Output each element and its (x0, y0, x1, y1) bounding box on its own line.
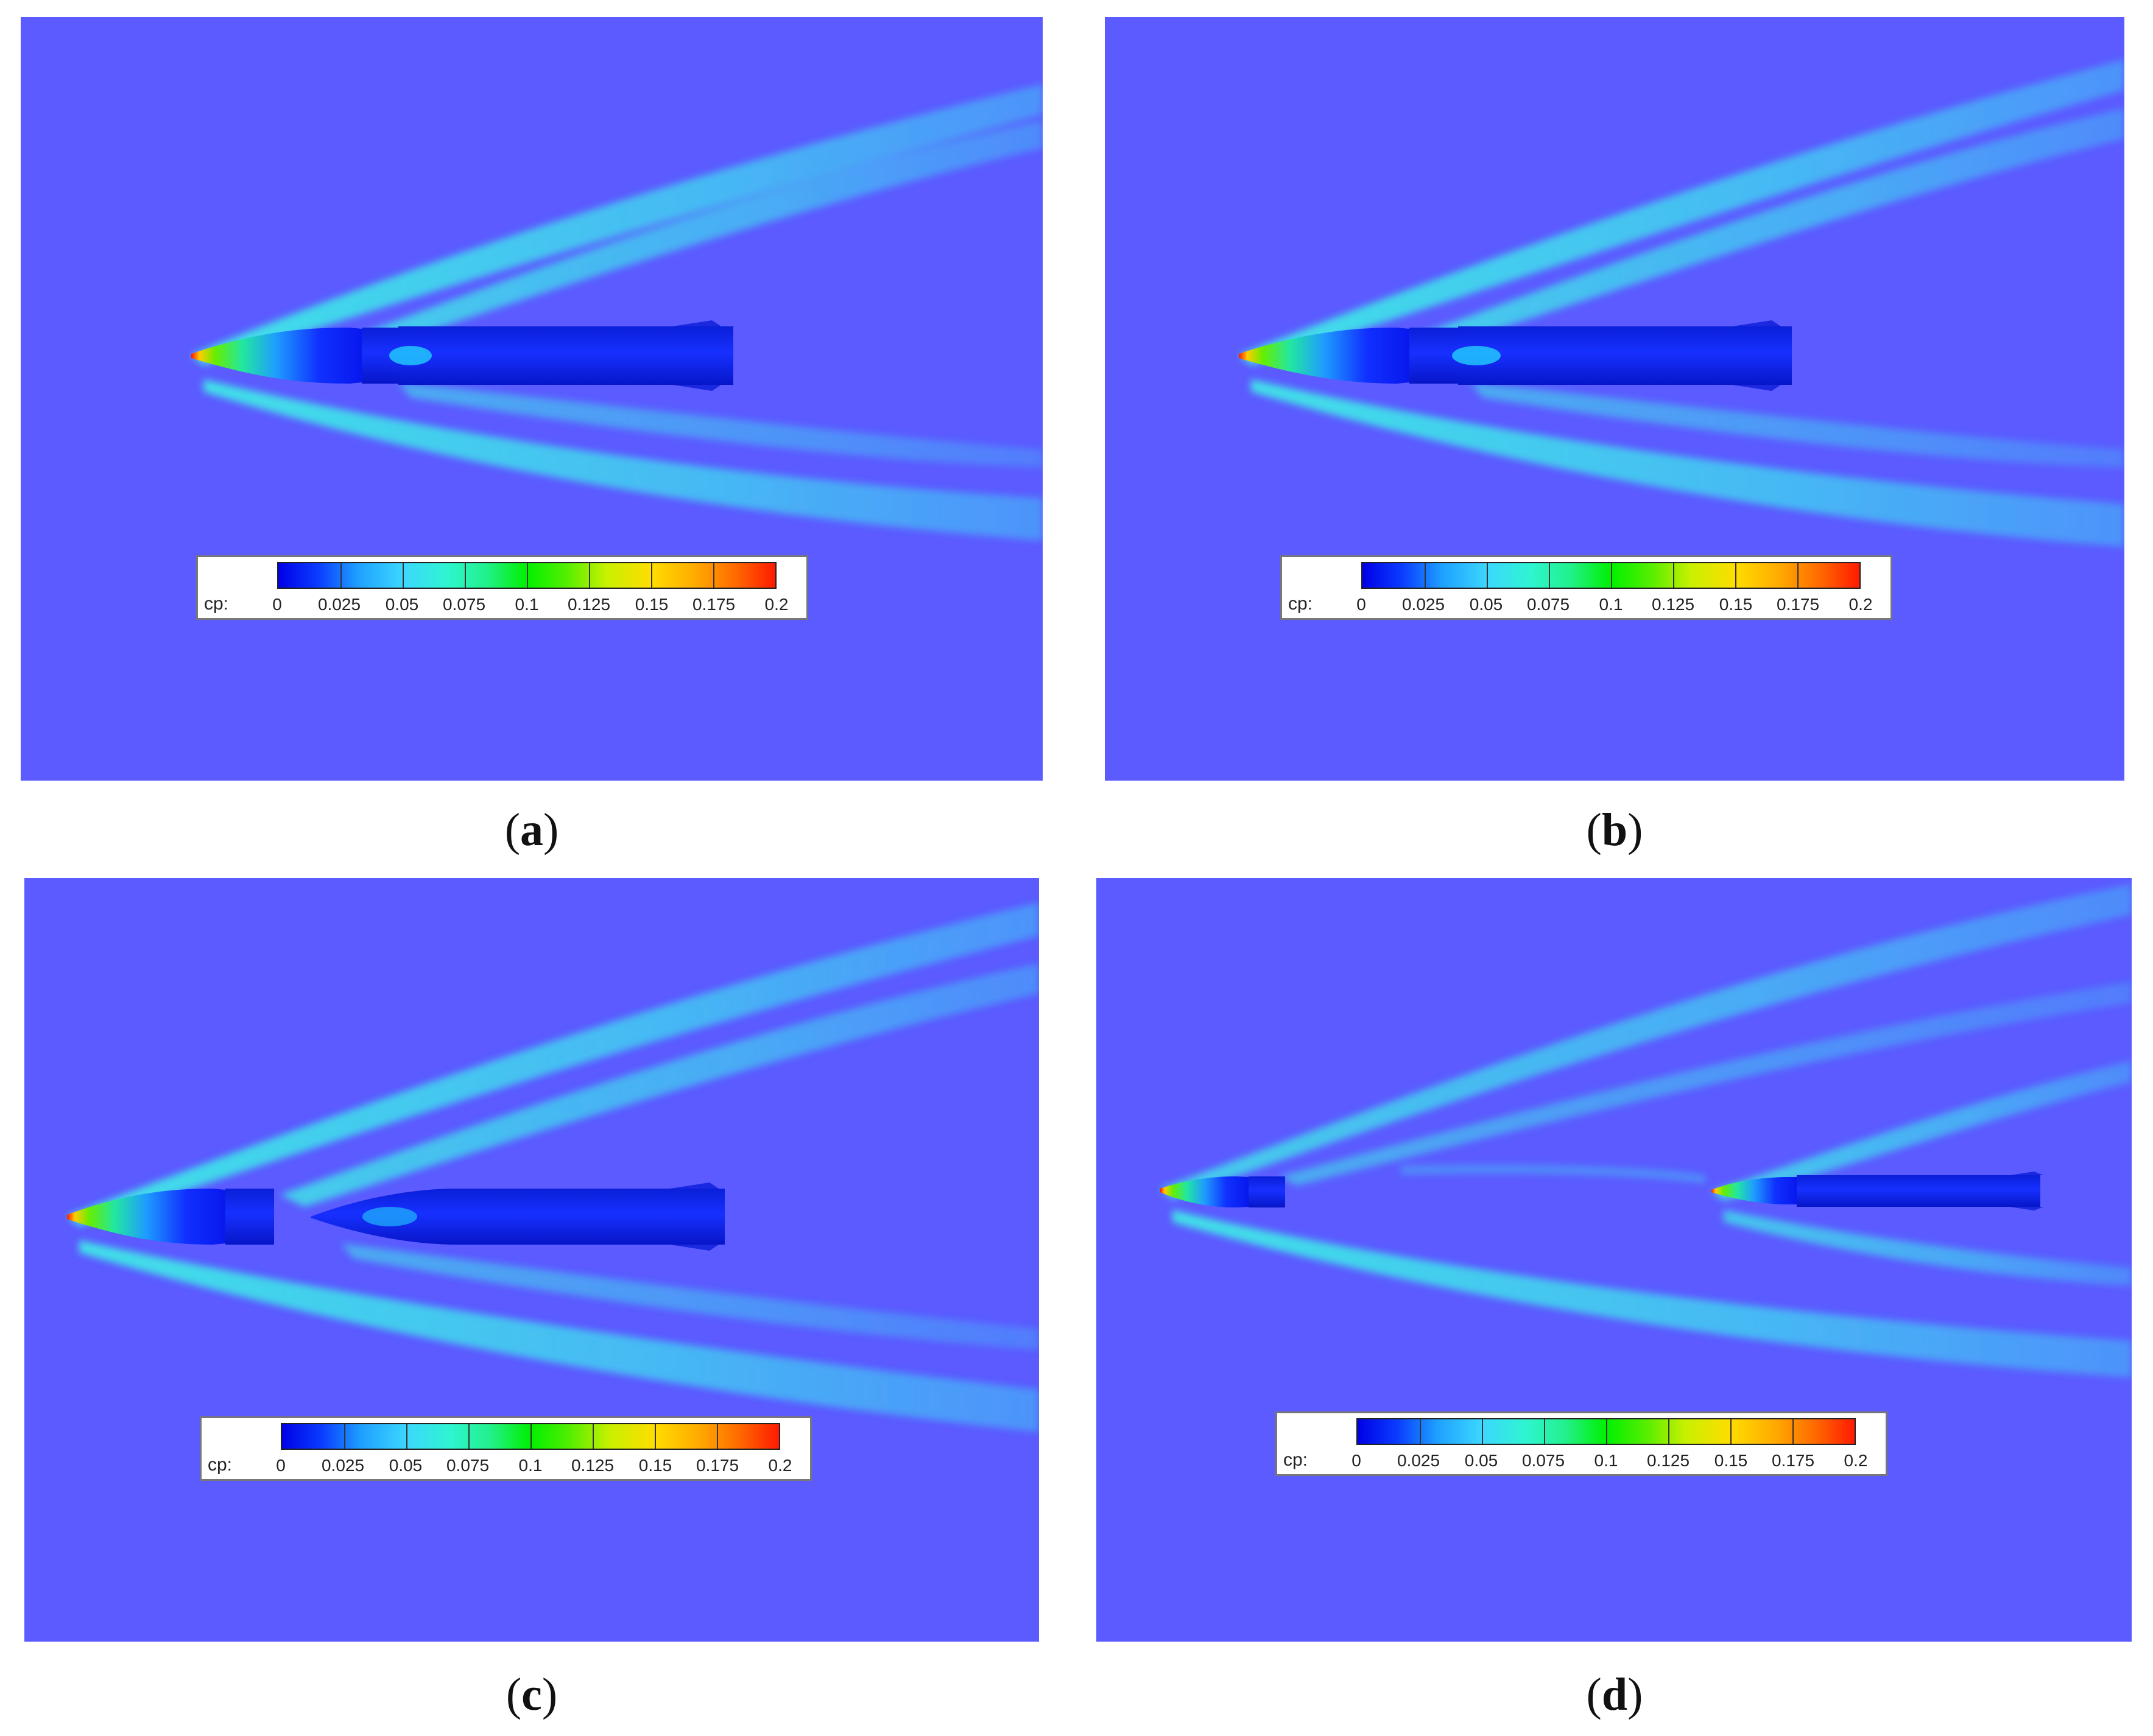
legend-tick: 0.125 (1646, 1451, 1690, 1470)
legend-variable-label: cp: (1283, 1450, 1308, 1470)
legend-tick: 0.05 (385, 595, 419, 614)
legend-tick: 0 (1356, 595, 1366, 614)
legend-tick: 0.075 (446, 1456, 490, 1475)
legend-tick: 0.15 (1714, 1451, 1748, 1470)
legend-variable-label: cp: (1288, 594, 1313, 614)
legend-tick: 0.075 (1526, 595, 1570, 614)
legend-tick: 0.175 (1771, 1451, 1815, 1470)
legend-tick: 0.15 (638, 1456, 672, 1475)
rocket-body (1797, 1175, 2040, 1207)
colorbar (1361, 562, 1861, 589)
legend-tick: 0.075 (1521, 1451, 1565, 1470)
legend-tick: 0.175 (1776, 595, 1820, 614)
colorbar-legend-a: cp: 0 0.025 0.05 0.075 0.1 0.125 0.15 0.… (196, 555, 808, 620)
legend-tick: 0.025 (317, 595, 361, 614)
rocket-body (398, 326, 733, 385)
legend-tick: 0.025 (1401, 595, 1445, 614)
legend-variable-label: cp: (204, 594, 229, 614)
pressure-contour-a (21, 17, 1043, 781)
legend-variable-label: cp: (208, 1455, 233, 1475)
legend-tick: 0.1 (518, 1456, 543, 1475)
legend-tick: 0.15 (1719, 595, 1753, 614)
pressure-contour-d (1096, 878, 2132, 1642)
legend-tick: 0.1 (515, 595, 539, 614)
panel-d: cp: 0 0.025 0.05 0.075 0.1 0.125 0.15 0.… (1096, 878, 2132, 1642)
nose-cone-rear (1711, 1177, 1797, 1204)
colorbar-legend-b: cp: 0 0.025 0.05 0.075 0.1 0.125 0.15 0.… (1280, 555, 1892, 620)
pressure-contour-b (1105, 17, 2124, 781)
legend-tick: 0.125 (567, 595, 611, 614)
legend-tick: 0.175 (692, 595, 736, 614)
legend-tick: 0.025 (1397, 1451, 1440, 1470)
nose-cone-front (1160, 1176, 1249, 1207)
caption-d: (d) (1586, 1669, 1643, 1720)
legend-tick: 0.075 (442, 595, 486, 614)
panel-a: cp: 0 0.025 0.05 0.075 0.1 0.125 0.15 0.… (21, 17, 1043, 781)
rocket-body (1458, 326, 1792, 385)
pressure-contour-c (24, 878, 1039, 1642)
legend-tick: 0.05 (1464, 1451, 1498, 1470)
rocket-body (311, 1189, 725, 1245)
caption-b: (b) (1586, 804, 1643, 856)
panel-c: cp: 0 0.025 0.05 0.075 0.1 0.125 0.15 0.… (24, 878, 1039, 1642)
legend-tick: 0.2 (768, 1456, 792, 1475)
legend-tick: 0.125 (571, 1456, 615, 1475)
legend-tick: 0.025 (321, 1456, 365, 1475)
colorbar (281, 1423, 780, 1450)
legend-tick: 0 (1351, 1451, 1361, 1470)
legend-tick: 0.2 (1844, 1451, 1868, 1470)
nose-cone (191, 328, 362, 384)
legend-tick: 0 (272, 595, 282, 614)
panel-b: cp: 0 0.025 0.05 0.075 0.1 0.125 0.15 0.… (1105, 17, 2124, 781)
legend-tick: 0.15 (635, 595, 669, 614)
caption-a: (a) (504, 804, 559, 856)
legend-tick: 0.2 (764, 595, 789, 614)
colorbar (1356, 1418, 1856, 1445)
colorbar-legend-d: cp: 0 0.025 0.05 0.075 0.1 0.125 0.15 0.… (1275, 1411, 1887, 1476)
legend-tick: 0.175 (696, 1456, 739, 1475)
legend-tick: 0.05 (1469, 595, 1503, 614)
legend-tick: 0.125 (1651, 595, 1695, 614)
caption-c: (c) (506, 1669, 558, 1720)
legend-tick: 0.05 (389, 1456, 423, 1475)
legend-tick: 0.1 (1599, 595, 1623, 614)
nose-cone (1239, 328, 1409, 384)
legend-tick: 0 (276, 1456, 286, 1475)
colorbar (277, 562, 777, 589)
legend-tick: 0.2 (1848, 595, 1873, 614)
nose-cone (67, 1189, 225, 1245)
legend-tick: 0.1 (1594, 1451, 1618, 1470)
colorbar-legend-c: cp: 0 0.025 0.05 0.075 0.1 0.125 0.15 0.… (200, 1416, 812, 1481)
